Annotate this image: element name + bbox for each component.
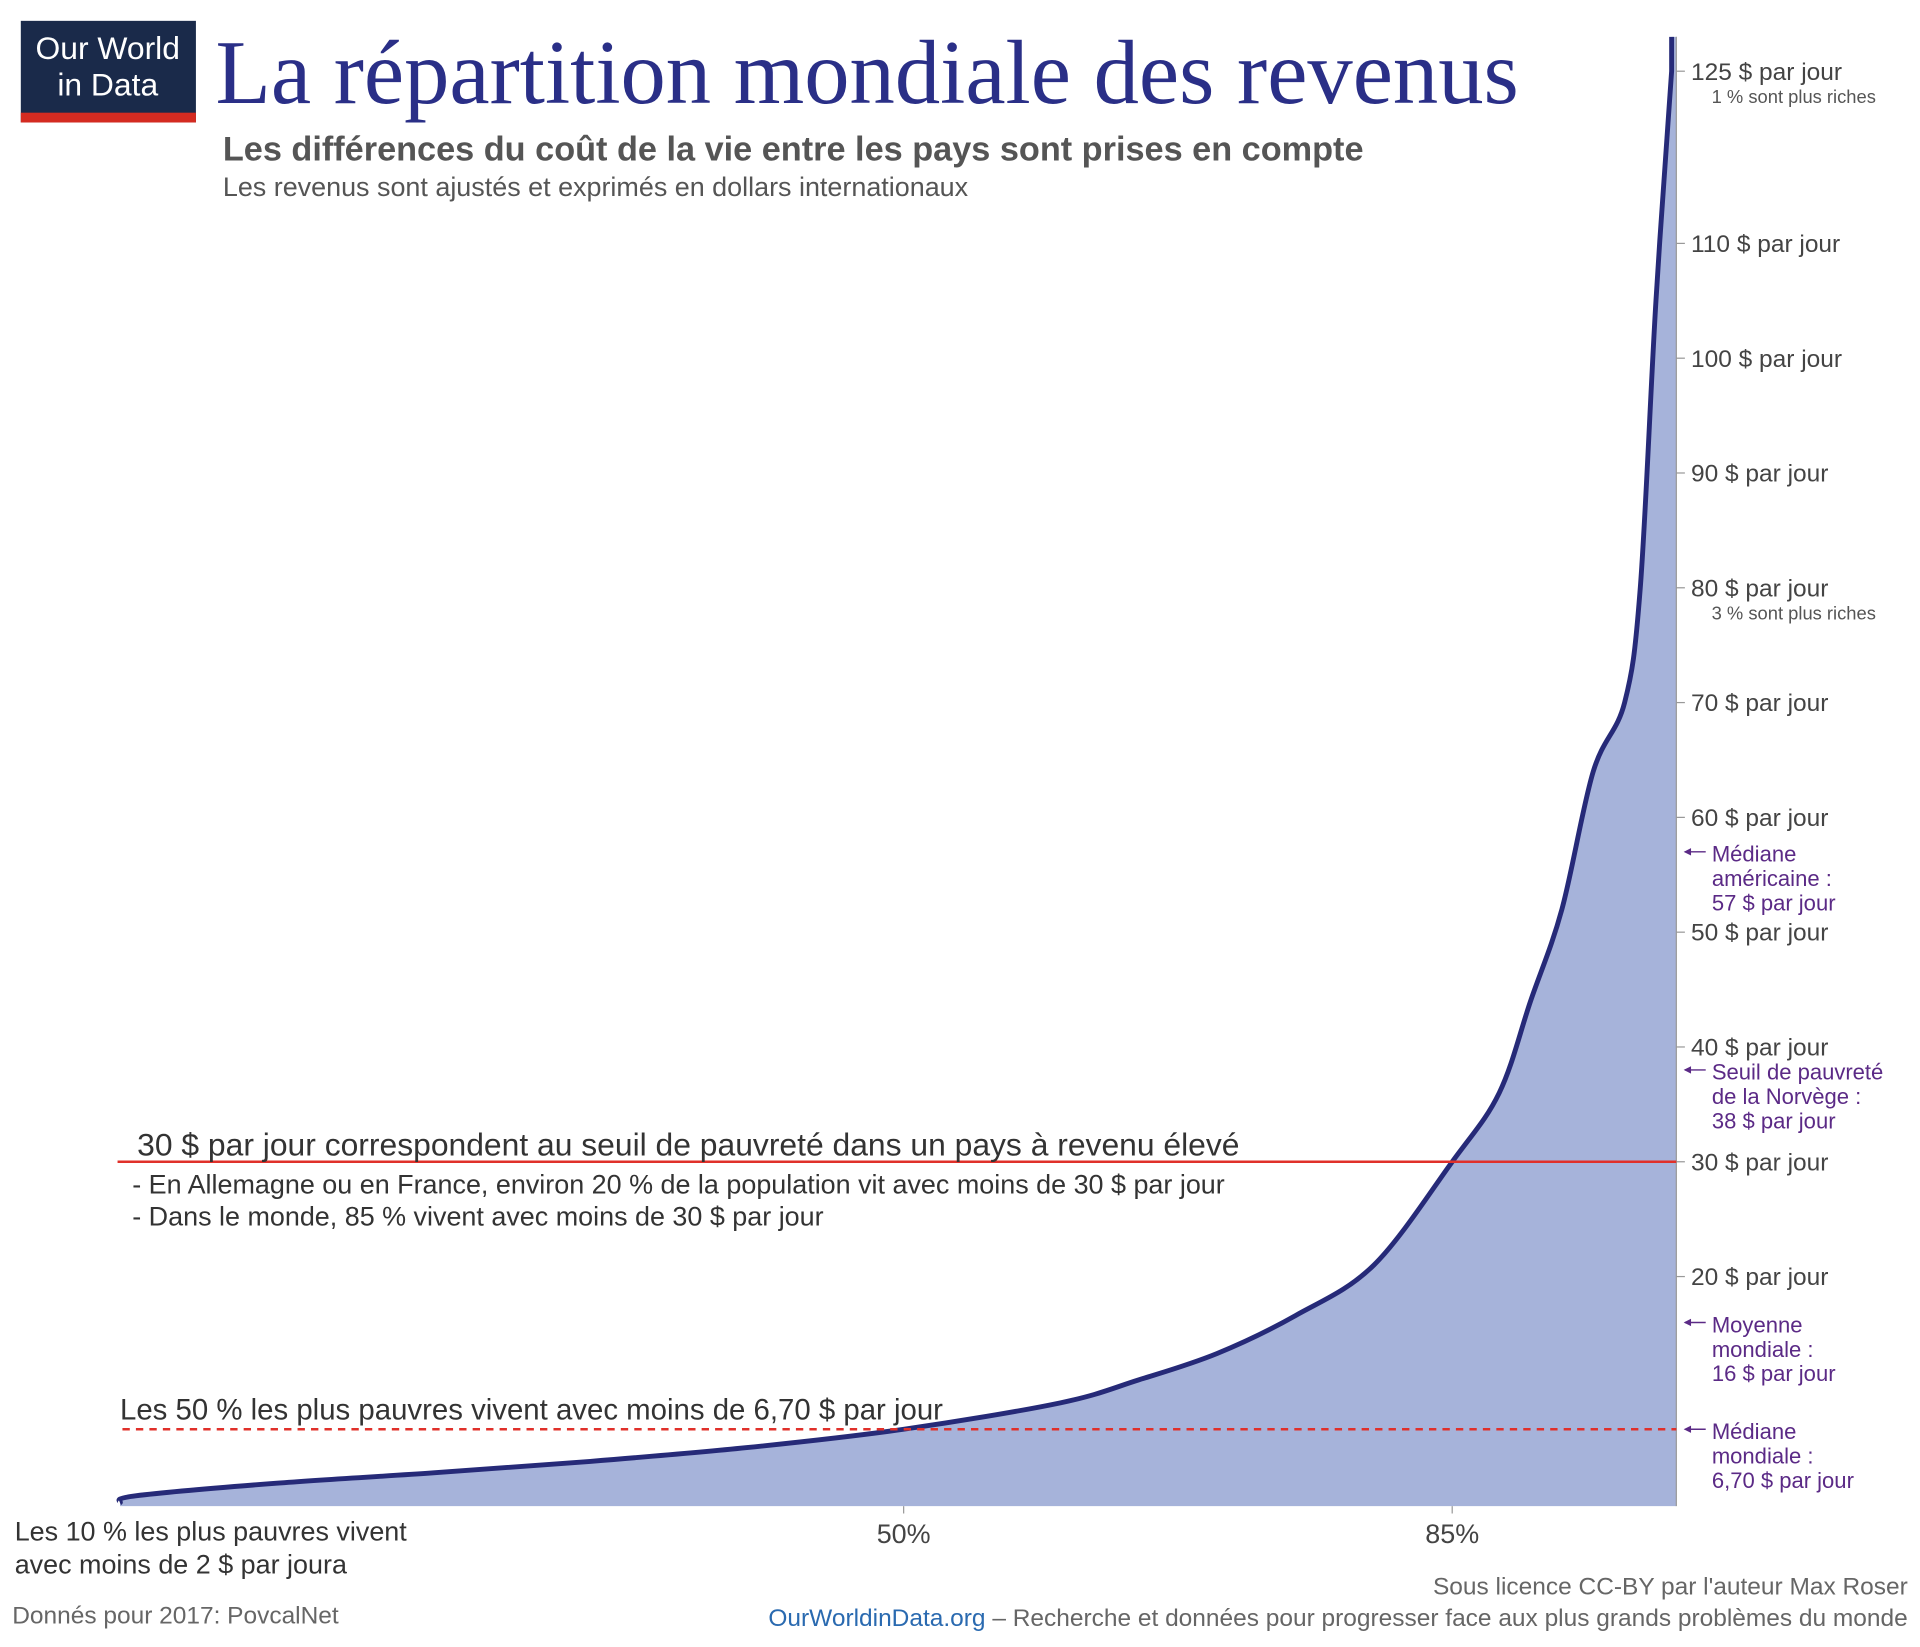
x-tick-label: 50% — [877, 1519, 931, 1549]
x-tick-label: 85% — [1425, 1519, 1479, 1549]
source: Donnés pour 2017: PovcalNet — [12, 1603, 339, 1630]
y-tick-label: 30 $ par jour — [1691, 1149, 1828, 1176]
y-tick-label: 50 $ par jour — [1691, 920, 1828, 947]
marker-label: 16 $ par jour — [1712, 1361, 1836, 1386]
marker-label: Moyenne — [1712, 1312, 1803, 1337]
annotation: 30 $ par jour correspondent au seuil de … — [137, 1127, 1239, 1163]
bottom-note: Les 10 % les plus pauvres vivent — [15, 1516, 408, 1546]
license: Sous licence CC-BY par l'auteur Max Rose… — [1433, 1573, 1908, 1600]
tagline: – Recherche et données pour progresser f… — [986, 1605, 1908, 1632]
logo-text: in Data — [57, 67, 158, 103]
tick-note: 3 % sont plus riches — [1712, 603, 1876, 624]
bottom-note: avec moins de 2 $ par joura — [15, 1550, 347, 1580]
y-tick-label: 100 $ par jour — [1691, 346, 1842, 373]
y-tick-label: 80 $ par jour — [1691, 575, 1828, 602]
tick-note: 1 % sont plus riches — [1712, 86, 1876, 107]
subtitle: Les différences du coût de la vie entre … — [223, 130, 1364, 168]
annotation: - En Allemagne ou en France, environ 20 … — [132, 1170, 1225, 1200]
chart-title: La répartition mondiale des revenus — [216, 22, 1519, 123]
y-tick-label: 125 $ par jour — [1691, 59, 1842, 86]
subtitle: Les revenus sont ajustés et exprimés en … — [223, 172, 969, 202]
y-tick-label: 20 $ par jour — [1691, 1264, 1828, 1291]
marker-label: mondiale : — [1712, 1444, 1814, 1469]
logo-box — [20, 20, 196, 123]
marker-label: américaine : — [1712, 866, 1832, 891]
annotation: - Dans le monde, 85 % vivent avec moins … — [132, 1201, 823, 1231]
y-tick-label: 70 $ par jour — [1691, 690, 1828, 717]
y-tick-label: 110 $ par jour — [1691, 231, 1840, 258]
marker-head — [1683, 1425, 1692, 1433]
marker-label: Seuil de pauvreté — [1712, 1060, 1883, 1085]
marker-label: 57 $ par jour — [1712, 891, 1836, 916]
footer: OurWorldinData.org – Recherche et donnée… — [768, 1605, 1907, 1632]
y-tick-label: 60 $ par jour — [1691, 805, 1828, 832]
annotation: Les 50 % les plus pauvres vivent avec mo… — [120, 1393, 943, 1426]
marker-label: Médiane — [1712, 1419, 1797, 1444]
y-tick-label: 40 $ par jour — [1691, 1035, 1828, 1062]
marker-label: 6,70 $ par jour — [1712, 1468, 1854, 1493]
marker-label: 38 $ par jour — [1712, 1109, 1836, 1134]
marker-head — [1683, 1318, 1692, 1327]
marker-head — [1683, 848, 1692, 856]
plot — [116, 36, 1677, 1507]
site-link[interactable]: OurWorldinData.org — [768, 1605, 985, 1632]
marker-label: de la Norvège : — [1712, 1084, 1861, 1109]
area — [119, 36, 1677, 1507]
marker-label: mondiale : — [1712, 1337, 1814, 1362]
marker-head — [1683, 1066, 1692, 1074]
logo-text: Our World — [36, 30, 180, 66]
marker-label: Médiane — [1712, 842, 1797, 867]
y-tick-label: 90 $ par jour — [1691, 461, 1828, 488]
line — [116, 36, 1675, 1505]
logo-bar — [20, 112, 196, 123]
